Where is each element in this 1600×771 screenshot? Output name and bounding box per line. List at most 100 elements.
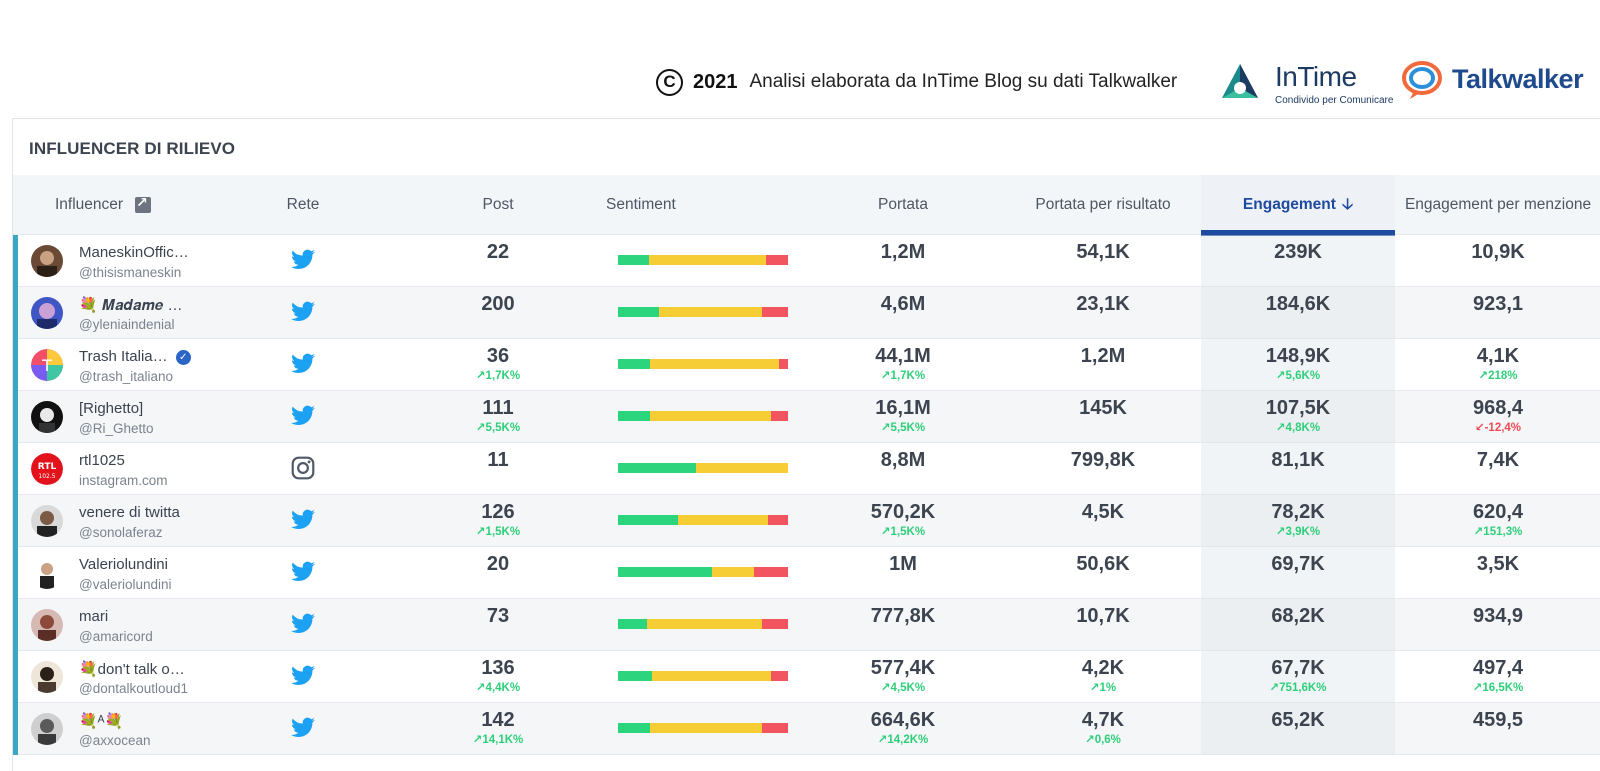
reach-cell-value: 1,2M <box>880 241 926 263</box>
table-row[interactable]: venere di twitta @sonolaferaz 126 ↗1,5K% … <box>13 495 1600 547</box>
influencer-handle[interactable]: @yleniaindenial <box>79 317 175 332</box>
reach-cell: 1,2M <box>823 239 983 265</box>
reach-per-result-cell-value: 54,1K <box>1076 241 1130 263</box>
sentiment-positive <box>618 307 659 317</box>
influencer-name[interactable]: Valeriolundini <box>79 556 168 573</box>
external-link-icon[interactable] <box>135 194 152 213</box>
engagement-column-highlight <box>1201 287 1395 339</box>
influencer-handle[interactable]: instagram.com <box>79 473 168 488</box>
intime-logo-icon <box>1222 64 1258 98</box>
reach-cell-delta: ↗4,5K% <box>880 682 926 694</box>
twitter-icon[interactable] <box>290 559 316 585</box>
sentiment-negative <box>767 515 788 525</box>
posts-cell-value: 11 <box>487 449 509 471</box>
influencer-name[interactable]: venere di twitta <box>79 504 180 521</box>
twitter-icon[interactable] <box>290 247 316 273</box>
avatar[interactable]: RTL 102.5 <box>31 453 63 485</box>
engagement-per-mention-cell-value: 620,4 <box>1472 501 1524 523</box>
influencer-handle[interactable]: @trash_italiano <box>79 369 174 384</box>
sentiment-negative <box>770 411 788 421</box>
reach-cell-delta: ↗1,5K% <box>880 526 926 538</box>
influencer-name-text: Valeriolundini <box>79 556 168 573</box>
table-row[interactable]: 💐ᴬ💐 @axxocean 142 ↗14,1K% 664,6K ↗14,2K% 4… <box>13 703 1600 755</box>
influencer-handle[interactable]: @sonolaferaz <box>79 525 163 540</box>
posts-cell: 22 <box>443 239 553 265</box>
reach-per-result-cell: 4,5K <box>1003 499 1203 525</box>
sentiment-neutral <box>677 515 768 525</box>
table-row[interactable]: T Trash Italia… ✓ @trash_italiano 36 ↗1,7K… <box>13 339 1600 391</box>
table-row[interactable]: Valeriolundini @valeriolundini 20 1M 50,… <box>13 547 1600 599</box>
engagement-cell: 67,7K ↗751,6K% <box>1201 655 1395 695</box>
influencer-name[interactable]: 💐ᴬ💐 <box>79 712 123 730</box>
influencer-name[interactable]: [Righetto] <box>79 400 143 417</box>
influencer-name-text: 💐 𝑴𝒂𝒅𝒂𝒎𝒆 … <box>79 297 183 314</box>
avatar[interactable]: T <box>31 349 63 381</box>
sentiment-bar <box>618 723 788 733</box>
posts-cell-value: 20 <box>486 553 510 575</box>
col-influencer[interactable]: Influencer <box>55 175 152 235</box>
table-row[interactable]: 💐don't talk o… @dontalkoutloud1 136 ↗4,4K… <box>13 651 1600 703</box>
table-row[interactable]: 💐 𝑴𝒂𝒅𝒂𝒎𝒆 … @yleniaindenial 200 4,6M 23,1… <box>13 287 1600 339</box>
twitter-icon[interactable] <box>290 715 316 741</box>
copyright-icon: C <box>656 68 683 96</box>
engagement-cell-delta: ↗4,8K% <box>1275 422 1321 434</box>
twitter-icon[interactable] <box>290 611 316 637</box>
row-marker <box>13 599 18 651</box>
influencer-handle[interactable]: @Ri_Ghetto <box>79 421 154 436</box>
row-marker <box>13 651 18 703</box>
influencer-name-text: mari <box>79 608 109 625</box>
avatar[interactable] <box>31 713 63 745</box>
col-reach[interactable]: Portata <box>878 196 928 213</box>
avatar[interactable] <box>31 297 63 329</box>
reach-per-result-cell-delta: ↗1% <box>1089 682 1117 694</box>
posts-cell-value: 22 <box>486 241 510 263</box>
col-engagement[interactable]: Engagement 🡣 <box>1201 175 1395 236</box>
reach-per-result-cell-value: 10,7K <box>1076 605 1130 627</box>
avatar[interactable] <box>31 401 63 433</box>
avatar[interactable] <box>31 609 63 641</box>
influencer-name[interactable]: mari <box>79 608 108 625</box>
instagram-icon[interactable] <box>290 455 316 481</box>
svg-text:T: T <box>41 356 52 375</box>
influencer-name[interactable]: rtl1025 <box>79 452 125 469</box>
influencer-handle[interactable]: @amaricord <box>79 629 153 644</box>
reach-per-result-cell-value: 23,1K <box>1076 293 1130 315</box>
influencer-name[interactable]: 💐 𝑴𝒂𝒅𝒂𝒎𝒆 … <box>79 296 183 314</box>
twitter-icon[interactable] <box>290 403 316 429</box>
influencer-handle[interactable]: @valeriolundini <box>79 577 172 592</box>
col-network[interactable]: Rete <box>286 196 320 213</box>
col-engagement-label: Engagement <box>1242 196 1336 213</box>
col-engagement-per-mention[interactable]: Engagement per menzione <box>1404 196 1592 213</box>
influencer-name-text: venere di twitta <box>79 504 180 521</box>
col-posts[interactable]: Post <box>482 196 514 213</box>
influencer-handle[interactable]: @axxocean <box>79 733 151 748</box>
reach-per-result-cell: 10,7K <box>1003 603 1203 629</box>
reach-cell: 8,8M <box>823 447 983 473</box>
table-row[interactable]: ManeskinOffic… @thisismaneskin 22 1,2M 5… <box>13 235 1600 287</box>
twitter-icon[interactable] <box>290 351 316 377</box>
engagement-cell-value: 239K <box>1274 241 1322 263</box>
avatar[interactable] <box>31 661 63 693</box>
influencer-handle[interactable]: @dontalkoutloud1 <box>79 681 189 696</box>
posts-cell: 200 <box>443 291 553 317</box>
table-row[interactable]: [Righetto] @Ri_Ghetto 111 ↗5,5K% 16,1M ↗5,… <box>13 391 1600 443</box>
twitter-icon[interactable] <box>290 299 316 325</box>
sentiment-negative <box>762 619 788 629</box>
avatar[interactable] <box>31 505 63 537</box>
influencer-name[interactable]: 💐don't talk o… <box>79 660 185 678</box>
avatar[interactable] <box>31 245 63 277</box>
avatar[interactable] <box>31 557 63 589</box>
col-reach-per-result[interactable]: Portata per risultato <box>1035 196 1171 213</box>
engagement-per-mention-cell-value: 4,1K <box>1476 345 1520 367</box>
table-row[interactable]: mari @amaricord 73 777,8K 10,7K 68,2K 93… <box>13 599 1600 651</box>
influencer-name[interactable]: ManeskinOffic… <box>79 244 189 261</box>
reach-per-result-cell-delta: ↗0,6% <box>1085 734 1121 746</box>
influencer-name[interactable]: Trash Italia… ✓ <box>79 348 191 365</box>
col-sentiment[interactable]: Sentiment <box>606 196 676 213</box>
table-row[interactable]: RTL 102.5 rtl1025 instagram.com 11 8,8M 7… <box>13 443 1600 495</box>
reach-per-result-cell: 145K <box>1003 395 1203 421</box>
twitter-icon[interactable] <box>290 507 316 533</box>
influencer-handle[interactable]: @thisismaneskin <box>79 265 182 280</box>
twitter-icon[interactable] <box>290 663 316 689</box>
posts-cell-value: 73 <box>486 605 510 627</box>
